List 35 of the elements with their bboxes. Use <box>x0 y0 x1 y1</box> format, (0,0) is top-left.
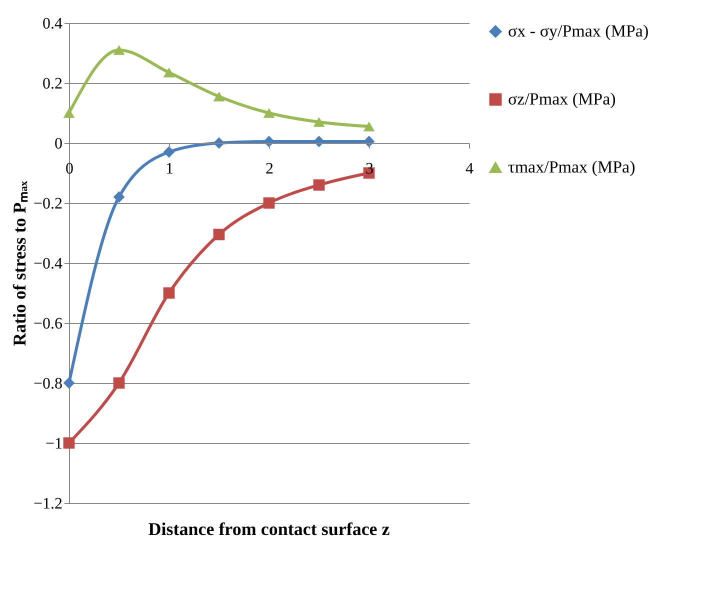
y-tick-label: −1.2 <box>33 496 62 512</box>
point <box>313 136 325 148</box>
point <box>163 287 175 299</box>
point <box>163 68 175 78</box>
x-tick-label: 2 <box>266 160 274 178</box>
y-tick-label: 0.4 <box>42 16 62 32</box>
y-tick-label: −0.8 <box>33 376 62 392</box>
y-tick-label: −0.2 <box>33 196 62 212</box>
x-tick-label: 0 <box>66 160 74 178</box>
point <box>113 45 125 55</box>
y-tick-label: 0 <box>54 136 62 152</box>
x-tick-label: 4 <box>466 160 474 178</box>
point <box>213 92 225 102</box>
x-axis-title: Distance from contact surface z <box>148 519 390 539</box>
x-tick-label: 1 <box>166 160 174 178</box>
y-axis-title: Ratio of stress to Pₘₐₓ <box>9 180 30 346</box>
legend-label: σx - σy/Pmax (MPa) <box>508 22 649 40</box>
y-tick-label: −0.4 <box>33 256 62 272</box>
point <box>63 108 75 118</box>
point <box>263 197 275 209</box>
point <box>63 377 75 389</box>
point <box>313 179 325 191</box>
point <box>363 122 375 132</box>
point <box>113 191 125 203</box>
point <box>63 437 75 449</box>
point <box>113 377 125 389</box>
point <box>313 117 325 127</box>
legend-label: σz/Pmax (MPa) <box>508 90 616 108</box>
y-tick-label: 0.2 <box>42 76 62 92</box>
legend-label: τmax/Pmax (MPa) <box>508 158 636 176</box>
point <box>263 108 275 118</box>
point <box>213 228 225 240</box>
y-tick-label: −0.6 <box>33 316 62 332</box>
point <box>163 146 175 158</box>
y-tick-label: −1 <box>45 436 62 452</box>
